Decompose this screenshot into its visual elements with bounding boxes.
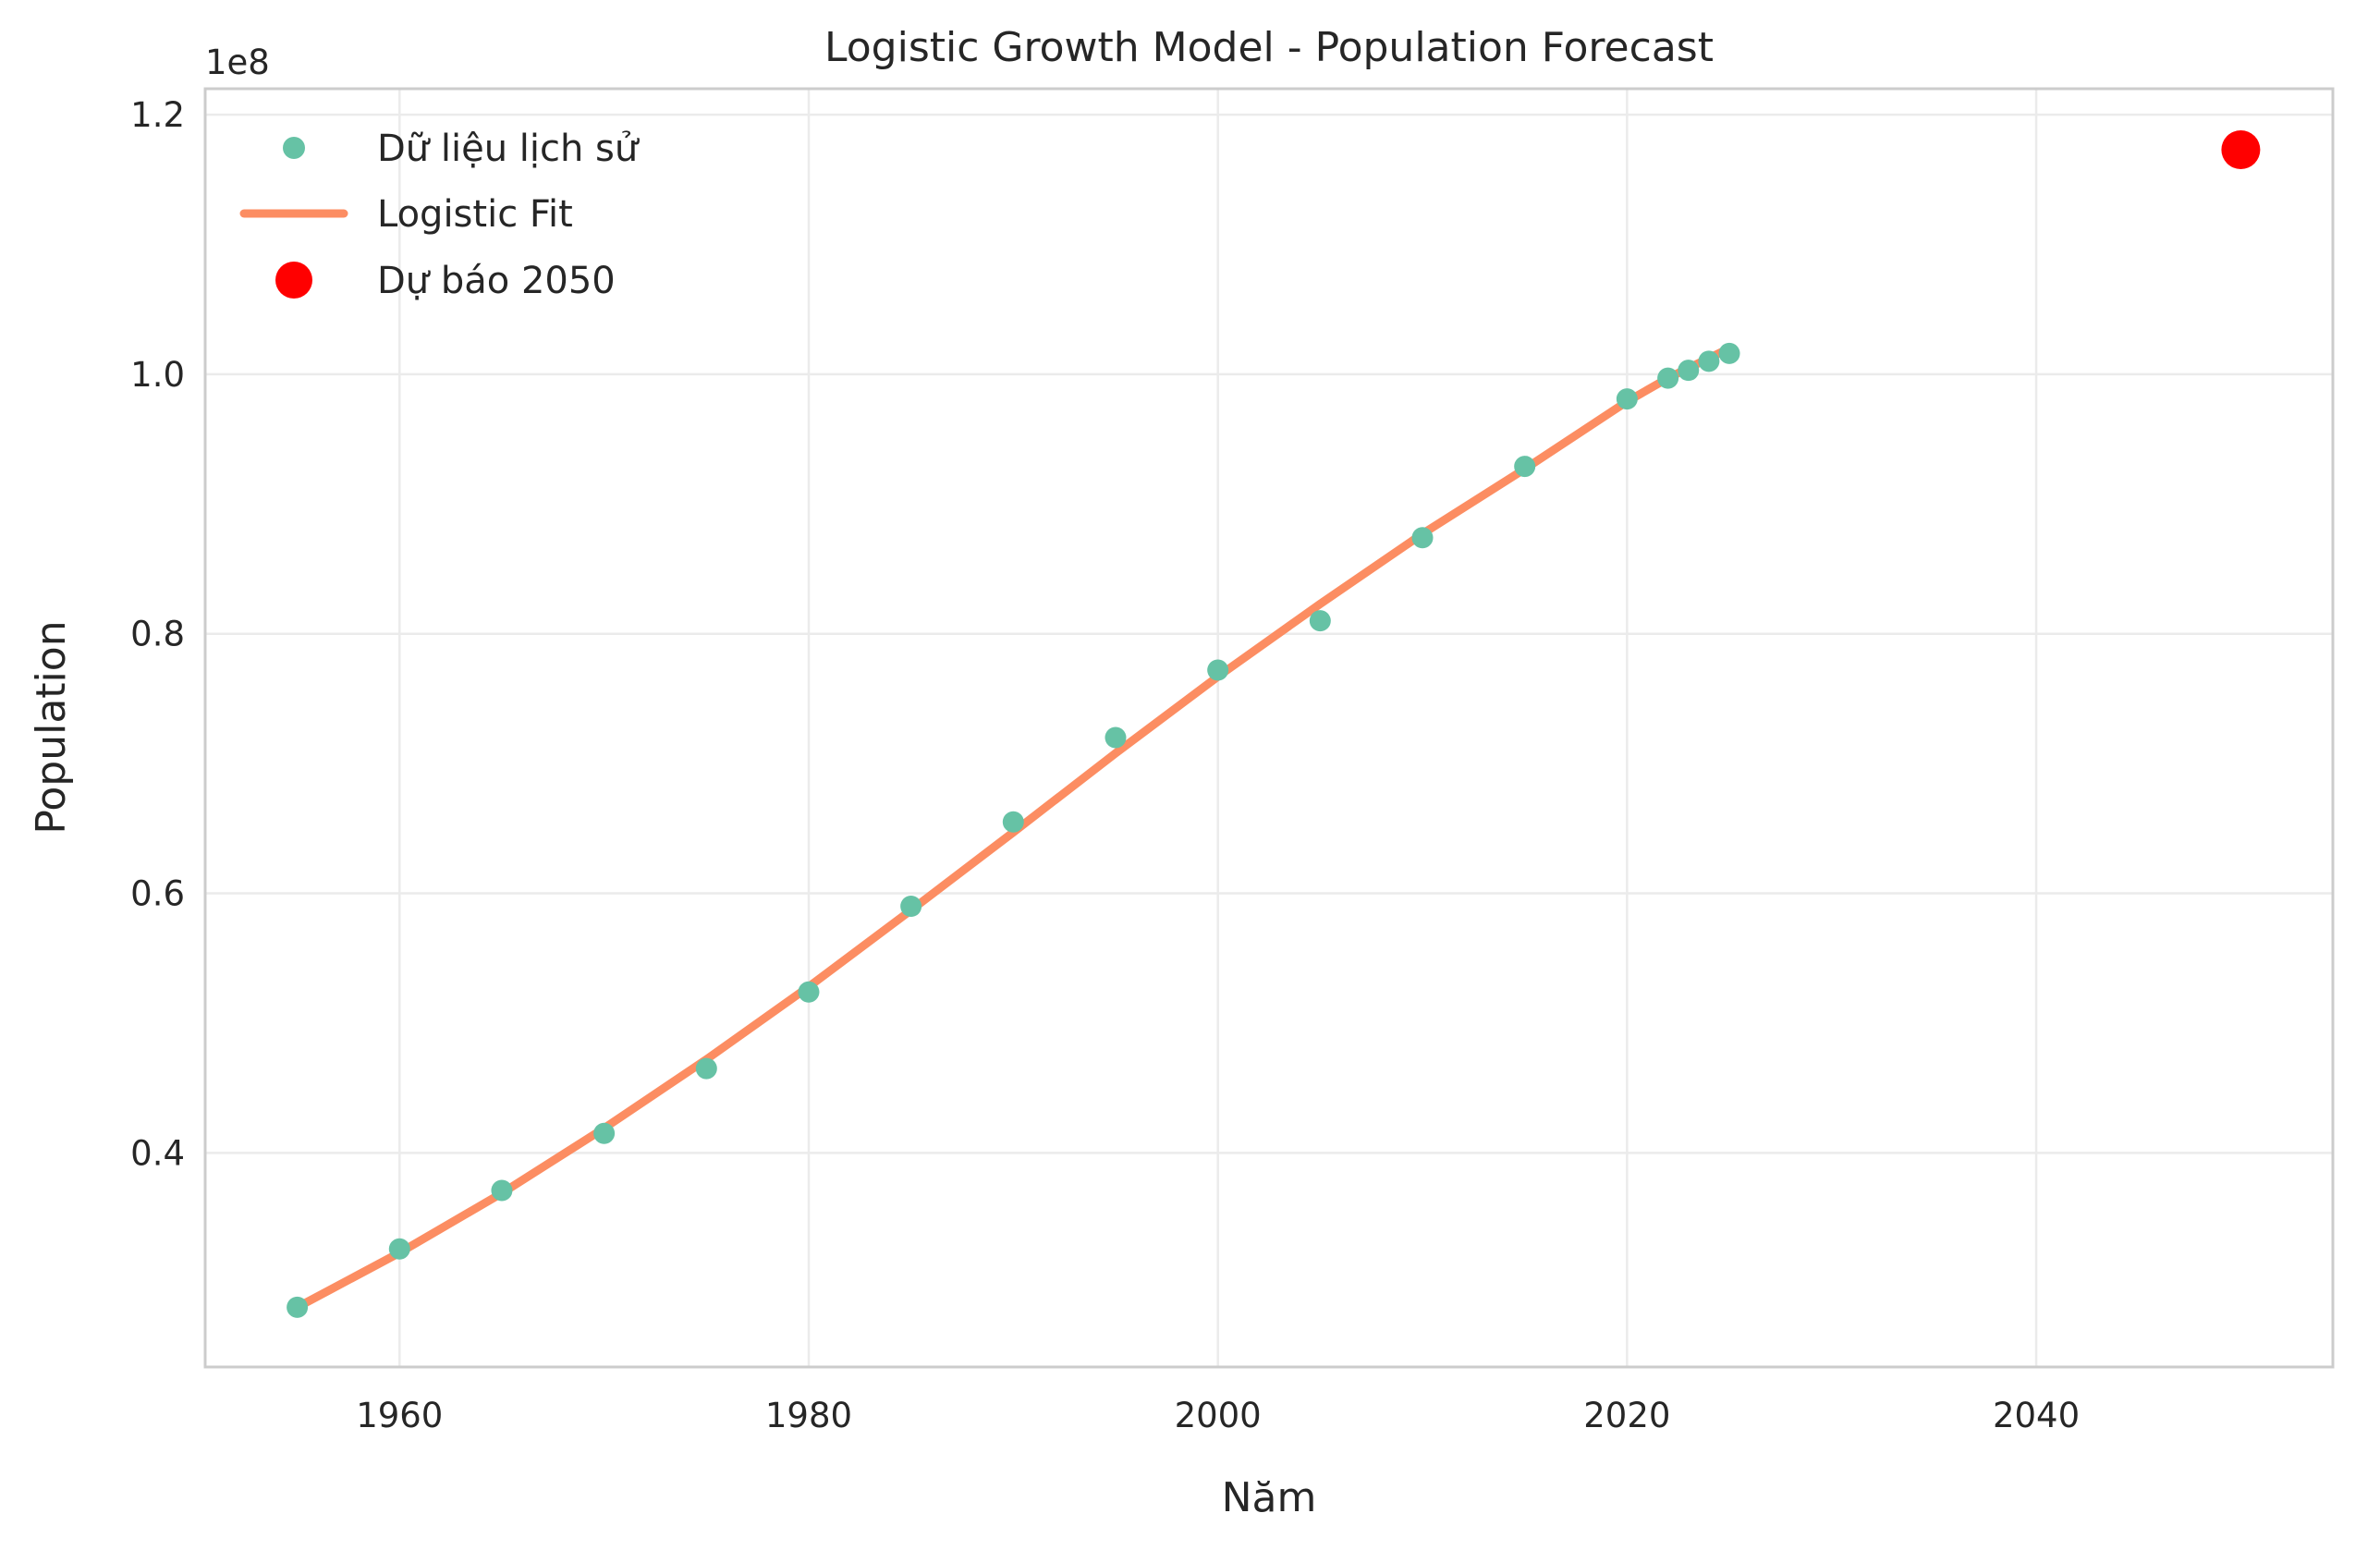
x-tick-label: 2040 bbox=[1993, 1396, 2080, 1435]
y-axis-ticks: 0.4 0.6 0.8 1.0 1.2 bbox=[130, 95, 185, 1173]
y-tick-label: 0.8 bbox=[130, 615, 185, 654]
historical-data-point bbox=[1718, 342, 1740, 364]
historical-data-point bbox=[798, 981, 820, 1003]
y-tick-label: 0.6 bbox=[130, 874, 185, 914]
x-axis-label: Năm bbox=[1222, 1474, 1317, 1521]
historical-data-point bbox=[1678, 360, 1700, 382]
x-tick-label: 1960 bbox=[356, 1396, 443, 1435]
y-offset-label: 1e8 bbox=[205, 43, 270, 82]
logistic-fit-line bbox=[293, 344, 1734, 1312]
historical-data-point bbox=[593, 1122, 616, 1144]
historical-data-point bbox=[1698, 350, 1720, 372]
historical-data-point bbox=[900, 896, 922, 918]
plot-frame bbox=[203, 87, 2335, 1369]
legend-label-forecast: Dự báo 2050 bbox=[377, 260, 616, 302]
x-tick-label: 2000 bbox=[1175, 1396, 1262, 1435]
historical-data-point bbox=[1411, 527, 1434, 549]
historical-data-point bbox=[491, 1179, 513, 1202]
legend-marker-historical bbox=[283, 137, 305, 159]
logistic-fit-layer bbox=[293, 344, 1734, 1312]
y-tick-label: 1.2 bbox=[130, 95, 185, 135]
y-tick-label: 1.0 bbox=[130, 355, 185, 395]
forecast-point-layer bbox=[2221, 129, 2261, 169]
historical-data-point bbox=[287, 1296, 309, 1318]
historical-data-point bbox=[1207, 659, 1229, 681]
historical-data-point bbox=[1616, 388, 1638, 410]
legend-label-logistic-fit: Logistic Fit bbox=[377, 193, 573, 236]
historical-data-point bbox=[1309, 610, 1331, 632]
historical-points-layer bbox=[287, 342, 1740, 1318]
x-axis-ticks: 1960 1980 2000 2020 2040 bbox=[356, 1396, 2080, 1435]
historical-data-point bbox=[695, 1057, 717, 1080]
legend-label-historical: Dữ liệu lịch sử bbox=[377, 128, 641, 170]
chart-title: Logistic Growth Model - Population Forec… bbox=[824, 24, 1714, 71]
x-tick-label: 2020 bbox=[1583, 1396, 1670, 1435]
historical-data-point bbox=[1002, 811, 1024, 833]
legend: Dữ liệu lịch sử Logistic Fit Dự báo 2050 bbox=[239, 128, 641, 302]
historical-data-point bbox=[388, 1238, 410, 1260]
historical-data-point bbox=[1657, 367, 1679, 389]
forecast-2050-point bbox=[2221, 129, 2261, 169]
historical-data-point bbox=[1514, 456, 1536, 478]
y-tick-label: 0.4 bbox=[130, 1133, 185, 1173]
x-tick-label: 1980 bbox=[765, 1396, 852, 1435]
historical-data-point bbox=[1105, 726, 1127, 749]
legend-marker-forecast bbox=[275, 262, 312, 299]
y-axis-label: Population bbox=[28, 620, 75, 834]
